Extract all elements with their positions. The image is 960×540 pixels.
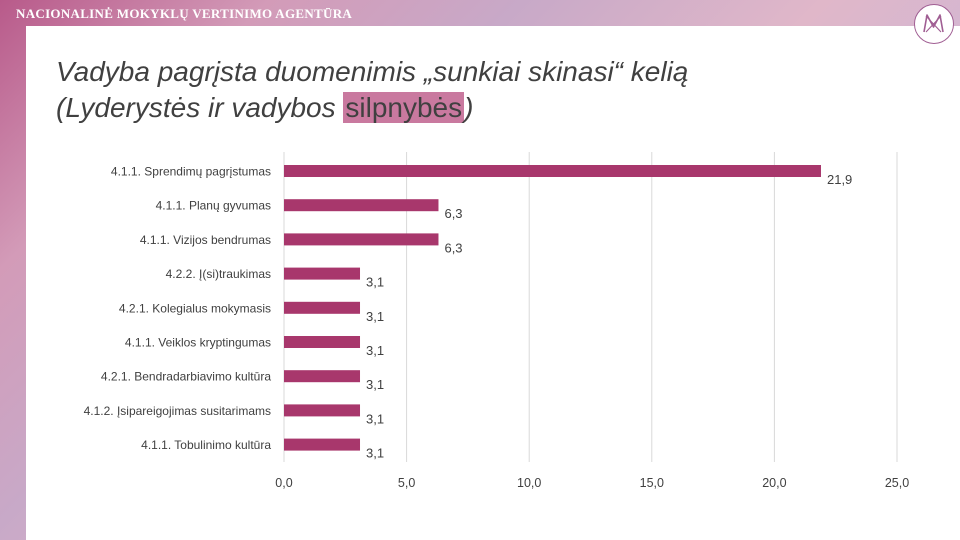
bar xyxy=(284,165,821,177)
data-label: 3,1 xyxy=(366,309,384,324)
category-label: 4.1.1. Veiklos kryptingumas xyxy=(125,336,271,350)
agency-name: NACIONALINĖ MOKYKLŲ VERTINIMO AGENTŪRA xyxy=(16,6,353,21)
data-label: 6,3 xyxy=(444,240,462,255)
x-tick-label: 0,0 xyxy=(275,476,292,490)
bar xyxy=(284,233,439,246)
tick-layer: 0,0 5,0 10,0 15,0 20,0 25,0 xyxy=(275,476,909,490)
x-tick-label: 5,0 xyxy=(398,476,415,490)
category-label: 4.1.1. Sprendimų pagrįstumas xyxy=(111,165,271,179)
category-label: 4.1.1. Vizijos bendrumas xyxy=(140,233,271,247)
bar xyxy=(284,301,361,314)
nmva-logo-icon xyxy=(914,4,954,44)
data-label: 21,9 xyxy=(827,172,852,187)
title-highlight: silpnybės xyxy=(343,92,465,123)
slide-panel xyxy=(26,26,960,540)
title-line-1: Vadyba pagrįsta duomenimis „sunkiai skin… xyxy=(56,56,689,87)
bar xyxy=(284,370,361,383)
title-line-2-suffix: ) xyxy=(464,92,474,123)
x-tick-label: 15,0 xyxy=(640,476,664,490)
category-label: 4.1.1. Tobulinimo kultūra xyxy=(141,438,271,452)
bar xyxy=(284,336,361,348)
category-label: 4.1.1. Planų gyvumas xyxy=(156,199,271,213)
x-tick-label: 10,0 xyxy=(517,476,541,490)
bar xyxy=(284,404,361,417)
data-label: 6,3 xyxy=(444,206,462,221)
label-layer: 4.1.1. Sprendimų pagrįstumas 21,9 4.1.1. P… xyxy=(84,165,853,461)
bar xyxy=(284,438,361,451)
title-line-2-prefix: (Lyderystės ir vadybos xyxy=(56,92,344,123)
x-tick-label: 20,0 xyxy=(762,476,786,490)
data-label: 3,1 xyxy=(366,275,384,290)
data-label: 3,1 xyxy=(366,411,384,426)
category-label: 4.2.2. Į(si)traukimas xyxy=(166,267,271,281)
bar-layer xyxy=(284,165,821,451)
category-label: 4.2.1. Bendradarbiavimo kultūra xyxy=(101,370,271,384)
category-label: 4.1.2. Įsipareigojimas susitarimams xyxy=(84,404,271,418)
data-label: 3,1 xyxy=(366,446,384,461)
data-label: 3,1 xyxy=(366,343,384,358)
bar xyxy=(284,199,439,212)
bar xyxy=(284,267,361,280)
title-line-2: (Lyderystės ir vadybos silpnybės) xyxy=(56,90,916,126)
category-label: 4.2.1. Kolegialus mokymasis xyxy=(119,301,271,315)
data-label: 3,1 xyxy=(366,377,384,392)
x-tick-label: 25,0 xyxy=(885,476,909,490)
slide-title: Vadyba pagrįsta duomenimis „sunkiai skin… xyxy=(56,54,916,126)
